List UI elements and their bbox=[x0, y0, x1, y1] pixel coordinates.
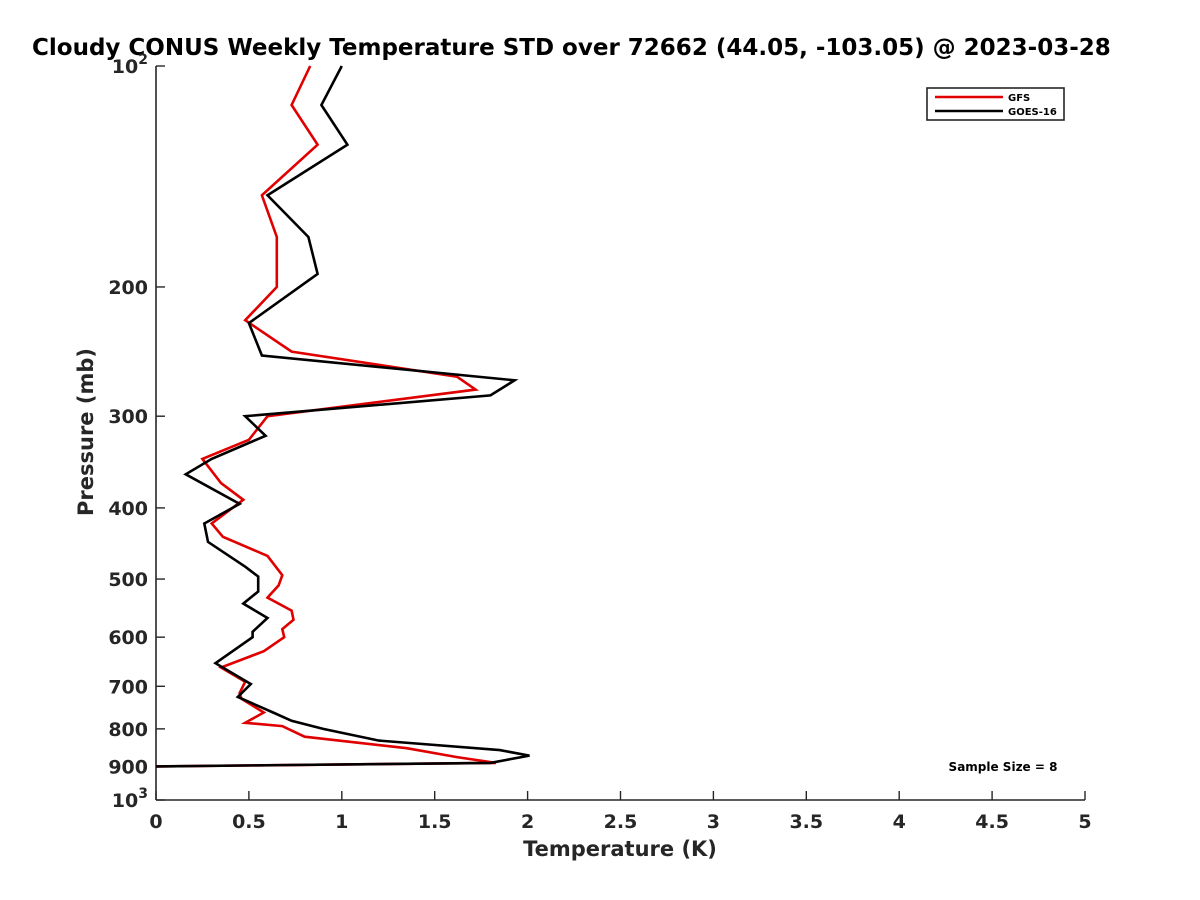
x-tick-label: 1 bbox=[335, 811, 348, 833]
axis-ticks: 0 0.5 1 1.5 2 2.5 3 3.5 4 4.5 51022003004005006007… bbox=[108, 52, 1091, 833]
x-tick-label: 1.5 bbox=[418, 811, 452, 833]
x-axis-label: Temperature (K) bbox=[523, 837, 717, 861]
x-tick-label: 0 bbox=[149, 811, 162, 833]
x-tick-label: 3 bbox=[707, 811, 720, 833]
y-tick-label: 800 bbox=[108, 719, 148, 741]
y-tick-base: 10 bbox=[112, 56, 138, 78]
y-tick-label: 102 bbox=[112, 52, 148, 78]
legend: GFS GOES-16 bbox=[926, 87, 1065, 121]
series-line-gfs bbox=[155, 65, 497, 768]
legend-box bbox=[926, 87, 1065, 121]
data-series bbox=[155, 65, 530, 768]
x-tick-label: 2 bbox=[521, 811, 534, 833]
x-tick-label: 2.5 bbox=[604, 811, 638, 833]
x-tick-label: 5 bbox=[1078, 811, 1091, 833]
y-tick-base: 10 bbox=[112, 790, 138, 812]
y-tick-label: 700 bbox=[108, 676, 148, 698]
series-line-goes-16 bbox=[155, 65, 530, 768]
x-tick-label: 3.5 bbox=[789, 811, 823, 833]
y-tick-exponent: 2 bbox=[138, 52, 148, 68]
y-tick-label: 500 bbox=[108, 569, 148, 591]
y-tick-exponent: 3 bbox=[138, 786, 148, 802]
y-tick-label: 400 bbox=[108, 498, 148, 520]
chart-title: Cloudy CONUS Weekly Temperature STD over… bbox=[32, 35, 1111, 61]
y-tick-label: 200 bbox=[108, 277, 148, 299]
x-tick-label: 0.5 bbox=[232, 811, 266, 833]
legend-label: GOES-16 bbox=[1008, 107, 1057, 118]
y-axis-label: Pressure (mb) bbox=[74, 348, 98, 516]
x-tick-label: 4 bbox=[893, 811, 906, 833]
sample-size-annotation: Sample Size = 8 bbox=[949, 760, 1058, 774]
y-tick-label: 300 bbox=[108, 406, 148, 428]
y-tick-label: 600 bbox=[108, 627, 148, 649]
legend-label: GFS bbox=[1008, 93, 1030, 104]
y-tick-label: 103 bbox=[112, 786, 148, 812]
y-tick-label: 900 bbox=[108, 756, 148, 778]
x-tick-label: 4.5 bbox=[975, 811, 1009, 833]
